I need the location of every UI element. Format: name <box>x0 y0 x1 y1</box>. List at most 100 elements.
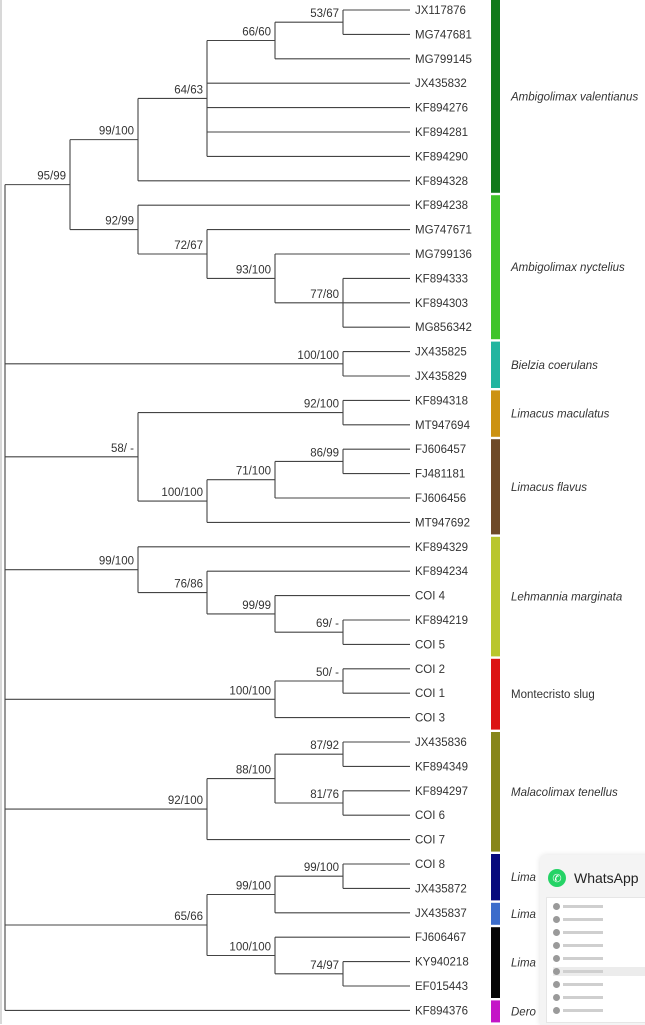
support-value: 65/66 <box>174 911 203 923</box>
support-value: 93/100 <box>236 264 271 276</box>
tip-label: KF894238 <box>415 200 468 212</box>
clade-color-bar <box>491 195 500 340</box>
tip-label: COI 1 <box>415 688 445 700</box>
clade-label: Dero <box>511 1006 537 1018</box>
clade-label: Lehmannia marginata <box>511 592 622 604</box>
support-value: 99/100 <box>304 862 339 874</box>
clade-label: Ambigolimax valentianus <box>510 91 638 103</box>
clade-color-bar <box>491 439 500 535</box>
tip-label: KF894376 <box>415 1005 468 1017</box>
support-value: 100/100 <box>161 487 203 499</box>
clade-color-bar <box>491 390 500 437</box>
preview-row <box>553 928 645 937</box>
tip-label: KF894333 <box>415 273 468 285</box>
notification-app-name: WhatsApp <box>574 870 639 886</box>
support-value: 81/76 <box>310 789 339 801</box>
clade-label: Limacus maculatus <box>511 409 610 421</box>
tip-label: KF894328 <box>415 176 468 188</box>
support-value: 50/ - <box>316 667 339 679</box>
tip-label: JX435872 <box>415 883 467 895</box>
support-value: 72/67 <box>174 240 203 252</box>
support-value: 53/67 <box>310 8 339 20</box>
clade-label: Limacus flavus <box>511 482 587 494</box>
tip-label: FJ481181 <box>415 469 465 481</box>
clade-label: Ambigolimax nyctelius <box>510 262 625 274</box>
clade-color-bar <box>491 341 500 388</box>
tip-label: COI 2 <box>415 664 445 676</box>
tip-label: JX435825 <box>415 347 467 359</box>
tip-label: KF894234 <box>415 566 469 578</box>
support-value: 95/99 <box>37 171 66 183</box>
tip-label: FJ606457 <box>415 444 466 456</box>
clade-color-bar <box>491 732 500 852</box>
preview-row <box>553 941 645 950</box>
clade-color-bar <box>491 1000 500 1023</box>
clade-label: Montecristo slug <box>511 689 595 701</box>
tip-label: JX435836 <box>415 737 467 749</box>
tip-label: KF894290 <box>415 151 468 163</box>
whatsapp-notification[interactable]: ✆ WhatsApp <box>540 855 645 1025</box>
support-value: 71/100 <box>236 466 271 478</box>
support-value: 99/100 <box>236 881 271 893</box>
support-value: 100/100 <box>229 942 271 954</box>
clade-color-bar <box>491 0 500 193</box>
tip-label: MG799145 <box>415 54 472 66</box>
whatsapp-window-preview[interactable] <box>546 897 645 1023</box>
tip-label: KF894276 <box>415 103 468 115</box>
support-value: 64/63 <box>174 84 203 96</box>
tip-label: JX435832 <box>415 78 467 90</box>
preview-row <box>553 954 645 963</box>
preview-row <box>553 993 645 1002</box>
tip-label: JX435837 <box>415 908 467 920</box>
clade-color-bar <box>491 854 500 901</box>
clade-label: Lima <box>511 958 536 970</box>
support-value: 69/ - <box>316 618 339 630</box>
tip-label: MT947692 <box>415 517 470 529</box>
tip-label: COI 3 <box>415 713 445 725</box>
tip-label: COI 5 <box>415 639 445 651</box>
support-value: 92/100 <box>304 399 339 411</box>
clade-label: Lima <box>511 909 536 921</box>
tip-label: KY940218 <box>415 957 469 969</box>
support-value: 74/97 <box>310 960 339 972</box>
tip-label: KF894281 <box>415 127 468 139</box>
clade-color-bar <box>491 902 500 925</box>
tip-label: KF894318 <box>415 395 468 407</box>
support-value: 99/100 <box>99 556 134 568</box>
tip-label: COI 6 <box>415 810 445 822</box>
support-value: 100/100 <box>297 350 339 362</box>
tip-label: JX117876 <box>415 5 466 17</box>
support-value: 77/80 <box>310 289 339 301</box>
tip-label: MT947694 <box>415 420 471 432</box>
window-left-edge <box>0 0 2 1024</box>
clade-label: Bielzia coerulans <box>511 360 598 372</box>
support-value: 99/99 <box>242 600 271 612</box>
clade-color-bar <box>491 927 500 998</box>
tip-label: JX435829 <box>415 371 467 383</box>
support-value: 100/100 <box>229 685 271 697</box>
tip-label: MG799136 <box>415 249 472 261</box>
tip-label: FJ606456 <box>415 493 466 505</box>
tip-label: FJ606467 <box>415 932 466 944</box>
support-value: 99/100 <box>99 126 134 138</box>
support-value: 92/99 <box>105 216 134 228</box>
support-value: 86/99 <box>310 447 339 459</box>
preview-row <box>553 902 645 911</box>
tip-label: KF894297 <box>415 786 468 798</box>
tip-label: MG856342 <box>415 322 472 334</box>
tip-label: MG747671 <box>415 225 472 237</box>
support-value: 76/86 <box>174 579 203 591</box>
tip-label: COI 7 <box>415 835 445 847</box>
tip-label: MG747681 <box>415 29 472 41</box>
tip-label: KF894349 <box>415 761 468 773</box>
tip-label: COI 4 <box>415 591 446 603</box>
preview-row <box>553 980 645 989</box>
support-value: 87/92 <box>310 740 339 752</box>
whatsapp-icon: ✆ <box>548 869 566 887</box>
clade-color-bar <box>491 536 500 657</box>
tip-label: KF894303 <box>415 298 468 310</box>
preview-row <box>553 967 645 976</box>
tip-label: EF015443 <box>415 981 468 993</box>
support-value: 66/60 <box>242 27 271 39</box>
